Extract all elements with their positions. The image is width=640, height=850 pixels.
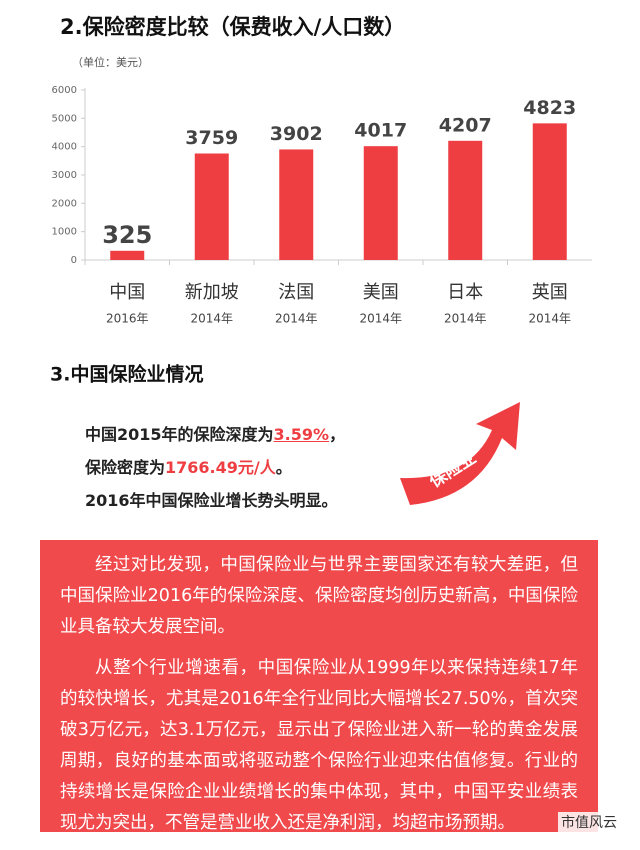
year-label: 2014年	[190, 312, 233, 326]
brand: 市值风云	[558, 812, 620, 832]
highlight-text: 1766.49元/人	[165, 458, 276, 477]
x-tick-label: 新加坡	[185, 282, 239, 303]
y-tick-label: 4000	[52, 142, 77, 153]
paragraph: 从整个行业增速看，中国保险业从1999年以来保持连续17年的较快增长，尤其是20…	[60, 658, 578, 833]
y-tick-label: 2000	[52, 198, 77, 209]
bar	[532, 123, 567, 261]
highlight-text: 2016年中国保险业增长势头明显。	[85, 491, 338, 510]
paragraph: 经过对比发现，中国保险业与世界主要国家还有较大差距，但中国保险业2016年的保险…	[60, 555, 578, 637]
y-tick-label: 5000	[52, 113, 77, 124]
year-label: 2014年	[444, 312, 487, 326]
highlight-text: ，	[329, 425, 346, 444]
bar	[110, 250, 145, 260]
value-label: 4017	[354, 120, 407, 142]
bar	[448, 140, 483, 260]
chart: 2.保险密度比较（保费收入/人口数） （单位：美元） 3.中国保险业情况 保险业…	[50, 15, 592, 505]
value-label: 4207	[439, 114, 492, 136]
bar	[363, 146, 398, 260]
bar	[279, 149, 314, 260]
highlight-text: 保险密度为	[85, 458, 166, 477]
value-label: 3902	[270, 123, 323, 145]
y-tick-label: 3000	[52, 170, 77, 181]
x-tick-label: 日本	[447, 282, 483, 303]
chart-title: 2.保险密度比较（保费收入/人口数）	[60, 15, 405, 39]
unit-label: （单位：美元）	[72, 55, 149, 69]
text-box: 经过对比发现，中国保险业与世界主要国家还有较大差距，但中国保险业2016年的保险…	[40, 540, 598, 833]
section-title: 3.中国保险业情况	[50, 363, 203, 386]
highlight-text: 3.59%	[273, 425, 330, 444]
highlight-line: 保险密度为1766.49元/人。	[85, 454, 292, 478]
value-label: 4823	[523, 97, 576, 119]
year-label: 2016年	[106, 312, 149, 326]
year-label: 2014年	[275, 312, 318, 326]
y-tick-label: 1000	[52, 227, 77, 238]
x-tick-label: 美国	[363, 282, 399, 303]
x-tick-label: 法国	[278, 282, 314, 303]
x-tick-label: 英国	[532, 282, 568, 303]
highlight-text: 。	[275, 458, 292, 477]
year-label: 2014年	[359, 312, 402, 326]
y-tick-label: 0	[71, 255, 77, 266]
x-tick-label: 中国	[109, 282, 145, 303]
bar	[194, 153, 229, 260]
year-label: 2014年	[528, 312, 571, 326]
highlight-line: 中国2015年的保险深度为3.59%，	[85, 421, 345, 445]
value-label: 325	[102, 221, 152, 249]
arrow	[400, 402, 520, 505]
y-tick-label: 6000	[52, 85, 77, 96]
highlight-text: 中国2015年的保险深度为	[85, 425, 274, 444]
value-label: 3759	[185, 127, 238, 149]
highlight-line: 2016年中国保险业增长势头明显。	[85, 487, 338, 511]
